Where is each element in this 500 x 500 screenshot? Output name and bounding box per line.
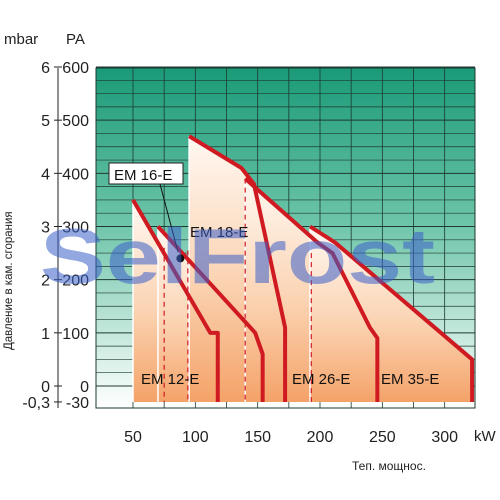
series-labels: EM 16-E EM 18-E EM 12-E EM 26-E EM 35-E [108, 162, 439, 388]
curve-em-26-e [243, 177, 380, 402]
em35-label: EM 35-E [381, 371, 439, 388]
marker-point [176, 254, 185, 263]
em18-label: EM 18-E [190, 224, 248, 241]
em26-label: EM 26-E [292, 371, 350, 388]
x-axis-label: Теп. мощнос. [352, 459, 426, 473]
em16-label-box [108, 162, 184, 185]
plot-frame [95, 67, 476, 409]
em12-label: EM 12-E [141, 371, 199, 388]
y-tick-label-pa: 500 [62, 113, 89, 130]
y-tick-label-pa: 400 [62, 166, 89, 183]
y-tick-label-mbar: 5 [41, 113, 50, 130]
curve-em-35-e [308, 224, 475, 402]
y-tick-label-mbar: 6 [41, 60, 50, 77]
x-tick-label: 200 [307, 429, 334, 446]
dashed-guide-lines [163, 178, 312, 402]
x-tick-label: 300 [431, 429, 458, 446]
em16-pointer [159, 183, 179, 253]
x-tick-label: 100 [182, 429, 209, 446]
area-em-35-e [310, 226, 473, 402]
curve-em-16-e [156, 225, 265, 402]
y-tick-label-mbar: 3 [41, 219, 50, 236]
y-tick-label-pa: 600 [62, 60, 89, 77]
y-tick-label-mbar: 1 [41, 326, 50, 343]
y-tick-label-mbar: 0 [41, 379, 50, 396]
y-tick-label-pa: 100 [62, 326, 89, 343]
x-tick-label: 150 [244, 429, 271, 446]
operating-area-fill [132, 136, 473, 402]
y-tick-label-mbar: 2 [41, 273, 50, 290]
x-unit-kw: kW [474, 428, 497, 445]
curve-em-12-e [131, 198, 220, 402]
y-unit-pa: PA [66, 31, 85, 48]
x-tick-label: 50 [124, 429, 142, 446]
y-tick-label-mbar: -0,3 [22, 395, 50, 412]
y-unit-mbar: mbar [4, 31, 38, 48]
x-tick-label: 250 [369, 429, 396, 446]
y-tick-label-pa: 200 [62, 273, 89, 290]
y-axis-label: Давление в кам. сгорания [3, 211, 15, 350]
burner-curves [131, 134, 475, 402]
y-tick-label-pa: -30 [66, 395, 89, 412]
em16-label: EM 16-E [114, 167, 172, 184]
y-tick-label-pa: 0 [80, 379, 89, 396]
watermark: SelFrost [40, 212, 435, 300]
y-tick-label-pa: 300 [62, 219, 89, 236]
y-tick-label-mbar: 4 [41, 166, 50, 183]
